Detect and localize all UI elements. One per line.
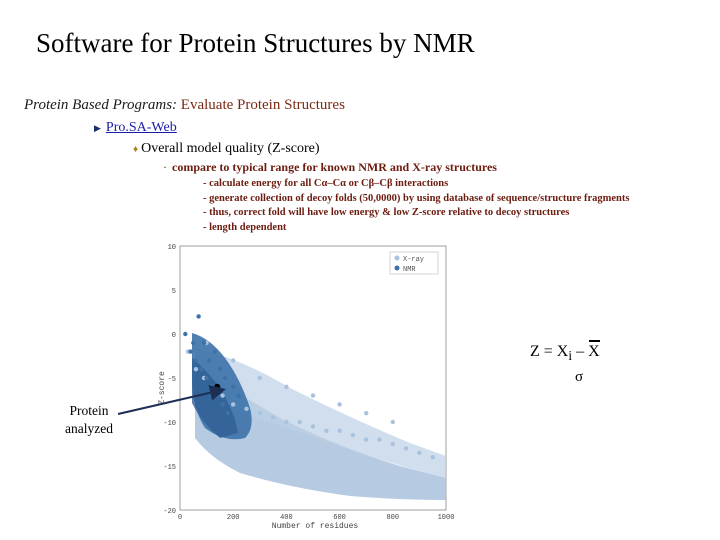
nmr-point [220,402,225,407]
legend-xray-label: X-ray [403,256,424,264]
sub-item: - length dependent [203,222,287,233]
sub-item: - calculate energy for all Cα–Cα or Cβ–C… [203,178,449,189]
xray-point-cloud [195,348,446,500]
legend-xray-marker [394,255,400,261]
legend-nmr-label: NMR [403,266,416,274]
nmr-point [236,393,241,398]
prosa-web-link[interactable]: Pro.SA-Web [105,120,177,135]
x-axis-label: Number of residues [272,522,359,530]
compare-item: · compare to typical range for known NMR … [163,160,497,175]
xray-point [244,406,249,411]
nmr-point [183,331,188,337]
xray-point [364,437,369,442]
formula-subscript: i [568,348,573,364]
z-score-formula: Z = Xi – X [530,343,600,364]
xray-point [284,384,289,389]
x-tick-label: 0 [178,514,182,522]
y-tick-label: 10 [168,244,176,252]
nmr-point [231,384,236,389]
compare-text: compare to typical range for known NMR a… [172,160,497,174]
legend-nmr-marker [394,265,400,271]
protein-label-line1: Protein [69,403,109,418]
sub-item: - thus, correct fold will have low energ… [203,207,570,218]
xray-point [390,441,395,447]
nmr-point [212,349,217,354]
protein-analyzed-label: Protein analyzed [44,402,134,438]
formula-sigma: σ [575,369,584,385]
y-tick-label: 5 [172,288,176,296]
xray-point [324,428,329,433]
chart-legend: X-ray NMR [389,251,439,275]
xray-point [377,437,382,442]
y-tick-label: -10 [163,420,176,428]
bullet-dot-icon: · [163,160,167,174]
y-tick-label: -20 [163,508,176,516]
tool-item: ▶ Pro.SA-Web [94,120,177,136]
quality-item: ♦ Overall model quality (Z-score) [133,141,320,157]
xray-point [390,419,395,425]
nmr-point [201,340,207,345]
nmr-point [215,393,220,398]
nmr-point [188,349,193,354]
xray-point [337,402,342,407]
x-tick-label: 600 [333,514,346,522]
programs-lead: Protein Based Programs: [24,97,178,113]
nmr-point [217,367,223,372]
xray-point [297,419,302,425]
nmr-point [204,375,209,381]
formula-lhs: Z = X [530,343,569,360]
xray-point [350,433,356,438]
nmr-point [209,384,215,389]
xray-point [284,419,289,425]
xray-point [231,402,236,407]
bullet-diamond-icon: ♦ [133,144,139,155]
programs-topic: Evaluate Protein Structures [177,97,345,113]
x-tick-label: 800 [386,514,399,522]
sub-item: - generate collection of decoy folds (50… [203,193,630,204]
xray-point [257,375,262,381]
x-tick-label: 200 [227,514,240,522]
formula-mean: X [588,343,600,360]
y-axis-label: Z-score [158,371,167,405]
y-tick-label: 0 [172,332,176,340]
xray-point [430,455,435,460]
nmr-point [193,358,199,363]
nmr-point [225,411,231,416]
y-tick-label: -5 [168,376,176,384]
nmr-point [196,314,201,319]
nmr-point [207,358,212,363]
slide-title: Software for Protein Structures by NMR [36,28,475,58]
quality-text: Overall model quality (Z-score) [141,141,320,156]
xray-point [220,393,225,398]
y-tick-label: -15 [163,464,176,472]
xray-point [310,393,316,398]
xray-point [310,424,316,429]
xray-point [337,428,342,433]
xray-point [403,446,409,451]
nmr-point [191,340,196,345]
bullet-arrow-icon: ▶ [94,123,101,133]
x-tick-label: 1000 [438,514,455,522]
xray-point [257,411,262,416]
xray-point [193,367,199,372]
xray-point [417,450,422,455]
analyzed-protein-point [214,383,221,390]
nmr-point [223,375,228,381]
protein-label-line2: analyzed [65,421,113,436]
xray-point [364,411,369,416]
nmr-point [199,367,204,372]
formula-minus: – [572,343,589,360]
programs-heading: Protein Based Programs: Evaluate Protein… [24,97,345,114]
xray-point [231,358,236,363]
x-tick-label: 400 [280,514,293,522]
xray-point [270,415,276,420]
